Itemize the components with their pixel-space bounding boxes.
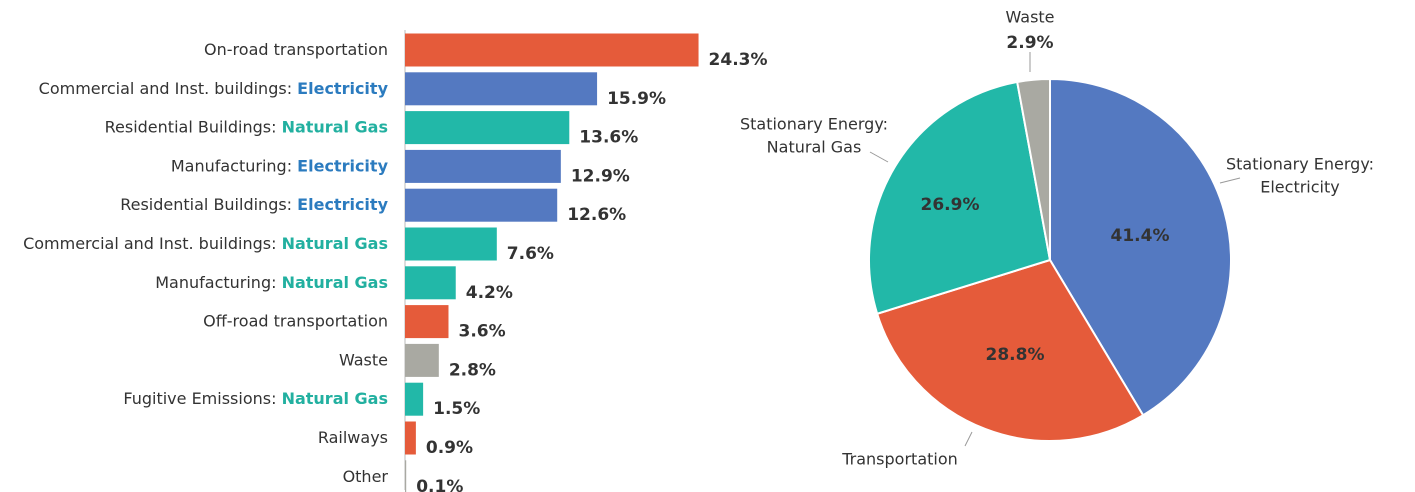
slice-label: Stationary Energy: [1226,155,1374,174]
category-label: Residential Buildings: Natural Gas [105,117,388,136]
category-label: Manufacturing: Electricity [171,156,389,175]
value-label: 13.6% [579,128,638,148]
bar [405,33,699,67]
bar [405,149,561,183]
bar [405,266,456,300]
fuel-text: Electricity [297,156,388,175]
pie-slice [1049,77,1232,417]
category-label: Manufacturing: Natural Gas [155,272,388,291]
value-label: 12.6% [567,205,626,225]
slice-value: 2.9% [1006,33,1053,53]
category-text: Commercial and Inst. buildings: [23,234,276,253]
value-label: 3.6% [458,322,505,342]
fuel-text: Electricity [297,195,388,214]
bar [405,227,497,261]
category-label: Off-road transportation [203,311,388,330]
bar [405,343,439,377]
pie-slice [1016,77,1051,261]
category-text: Commercial and Inst. buildings: [39,78,292,97]
leader-line [1219,177,1241,184]
value-label: 12.9% [571,166,630,186]
category-label: Railways [318,428,388,447]
slice-label: Natural Gas [767,138,862,157]
pie-slice [875,258,1145,442]
category-label: Waste [339,350,388,369]
bar [405,382,424,416]
pie-slice [867,80,1052,316]
value-label: 1.5% [433,399,480,419]
slice-label: Waste [1005,8,1054,27]
category-text: Waste [339,350,388,369]
slice-label: Electricity [1260,178,1339,197]
category-text: Off-road transportation [203,311,388,330]
category-label: Other [343,466,389,485]
category-text: On-road transportation [204,40,388,59]
slice-value: 41.4% [1111,226,1170,246]
fuel-text: Natural Gas [282,272,388,291]
slice-label: Transportation [841,450,958,469]
value-label: 15.9% [607,89,666,109]
fuel-text: Natural Gas [282,389,388,408]
slice-value: 26.9% [921,195,980,215]
bar [405,305,449,339]
category-text: Residential Buildings: [105,117,277,136]
fuel-text: Natural Gas [282,234,388,253]
bar [405,72,598,106]
category-label: Residential Buildings: Electricity [120,195,388,214]
bar [405,460,407,492]
value-label: 7.6% [507,244,554,264]
bar [405,111,570,145]
bar [405,421,416,455]
category-text: Railways [318,428,388,447]
value-label: 0.1% [416,477,463,492]
category-label: Commercial and Inst. buildings: Electric… [39,78,389,97]
fuel-text: Electricity [297,78,388,97]
bar [405,188,558,222]
category-text: Manufacturing: [171,156,292,175]
category-text: Manufacturing: [155,272,276,291]
slice-value: 28.8% [986,345,1045,365]
category-text: Fugitive Emissions: [123,389,276,408]
value-label: 4.2% [466,283,513,303]
leader-line [964,431,973,447]
category-label: Fugitive Emissions: Natural Gas [123,389,388,408]
leader-line [869,151,889,163]
category-label: Commercial and Inst. buildings: Natural … [23,234,388,253]
slice-label: Stationary Energy: [740,115,888,134]
category-text: Other [343,466,389,485]
category-label: On-road transportation [204,40,388,59]
value-label: 24.3% [709,50,768,70]
value-label: 2.8% [449,360,496,380]
value-label: 0.9% [426,438,473,458]
category-text: Residential Buildings: [120,195,292,214]
fuel-text: Natural Gas [282,117,388,136]
